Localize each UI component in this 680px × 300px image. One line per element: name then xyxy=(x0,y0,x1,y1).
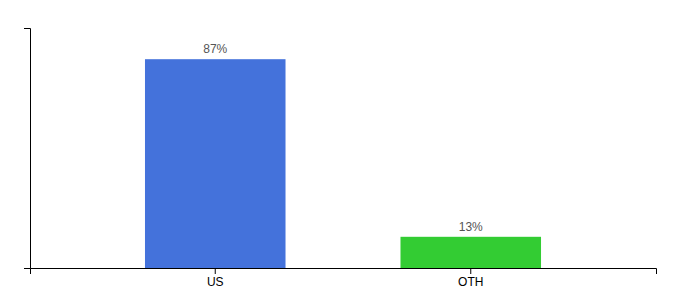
x-tick-mark xyxy=(470,268,471,274)
x-axis: US OTH xyxy=(31,268,657,289)
y-axis xyxy=(24,29,31,269)
bar xyxy=(400,237,541,268)
data-label: 13% xyxy=(459,220,483,234)
x-tick: OTH xyxy=(458,268,483,289)
data-label: 87% xyxy=(203,42,227,56)
bar xyxy=(145,59,286,268)
chart: 87% 13% US OTH xyxy=(0,0,680,300)
x-tick-mark xyxy=(215,268,216,274)
x-tick-label: US xyxy=(207,275,224,289)
x-axis-line xyxy=(31,269,657,275)
plot: 87% 13% US OTH xyxy=(24,29,657,289)
x-tick: US xyxy=(207,268,224,289)
bars xyxy=(145,59,541,268)
data-labels: 87% 13% xyxy=(203,42,483,234)
x-tick-label: OTH xyxy=(458,275,483,289)
y-axis-line xyxy=(24,29,31,269)
